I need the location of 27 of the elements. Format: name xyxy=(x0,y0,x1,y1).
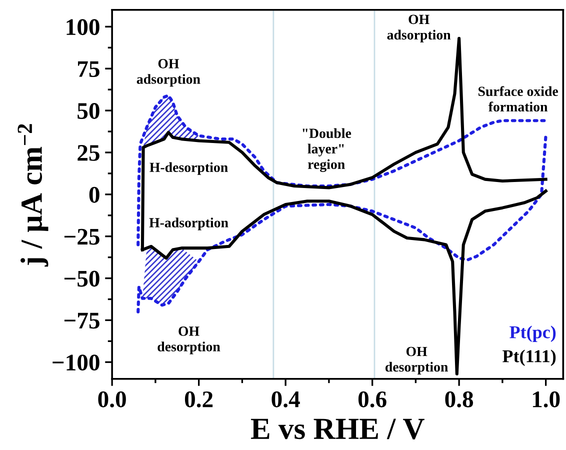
x-tick-label: 0.8 xyxy=(445,391,474,408)
x-tick-label: 0.0 xyxy=(98,391,126,408)
annotation: OH adsorption xyxy=(136,59,200,87)
annotation: "Double layer" region xyxy=(302,128,352,172)
y-tick-label: −25 xyxy=(64,228,100,245)
y-tick-label: 75 xyxy=(78,61,100,78)
x-axis-title: E vs RHE / V xyxy=(250,418,424,440)
y-tick-label: 50 xyxy=(78,103,100,119)
y-tick-label: 100 xyxy=(66,19,100,36)
x-tick-label: 0.4 xyxy=(272,391,300,408)
y-axis-title: j / μA cm$^{−2}$ xyxy=(18,124,48,267)
y-tick-label: 0 xyxy=(89,186,100,203)
y-tick-label: −75 xyxy=(64,312,100,329)
text: Pt(pc) xyxy=(510,326,556,342)
annotation: OH desorption xyxy=(158,326,220,354)
annotation: Surface oxide formation xyxy=(478,86,558,112)
x-tick-label: 1.0 xyxy=(532,391,560,408)
x-tick-label: 0.2 xyxy=(184,391,213,408)
y-tick-label: −50 xyxy=(64,270,100,287)
text: Pt(111) xyxy=(502,350,556,366)
annotation: OH desorption xyxy=(385,346,448,374)
x-tick-label: 0.6 xyxy=(358,391,386,408)
annotation: H-desorption xyxy=(150,162,228,175)
y-tick-label: 25 xyxy=(78,145,100,161)
annotation: H-adsorption xyxy=(149,218,228,230)
annotation: OH adsorption xyxy=(387,14,451,42)
y-tick-label: −100 xyxy=(52,354,100,371)
